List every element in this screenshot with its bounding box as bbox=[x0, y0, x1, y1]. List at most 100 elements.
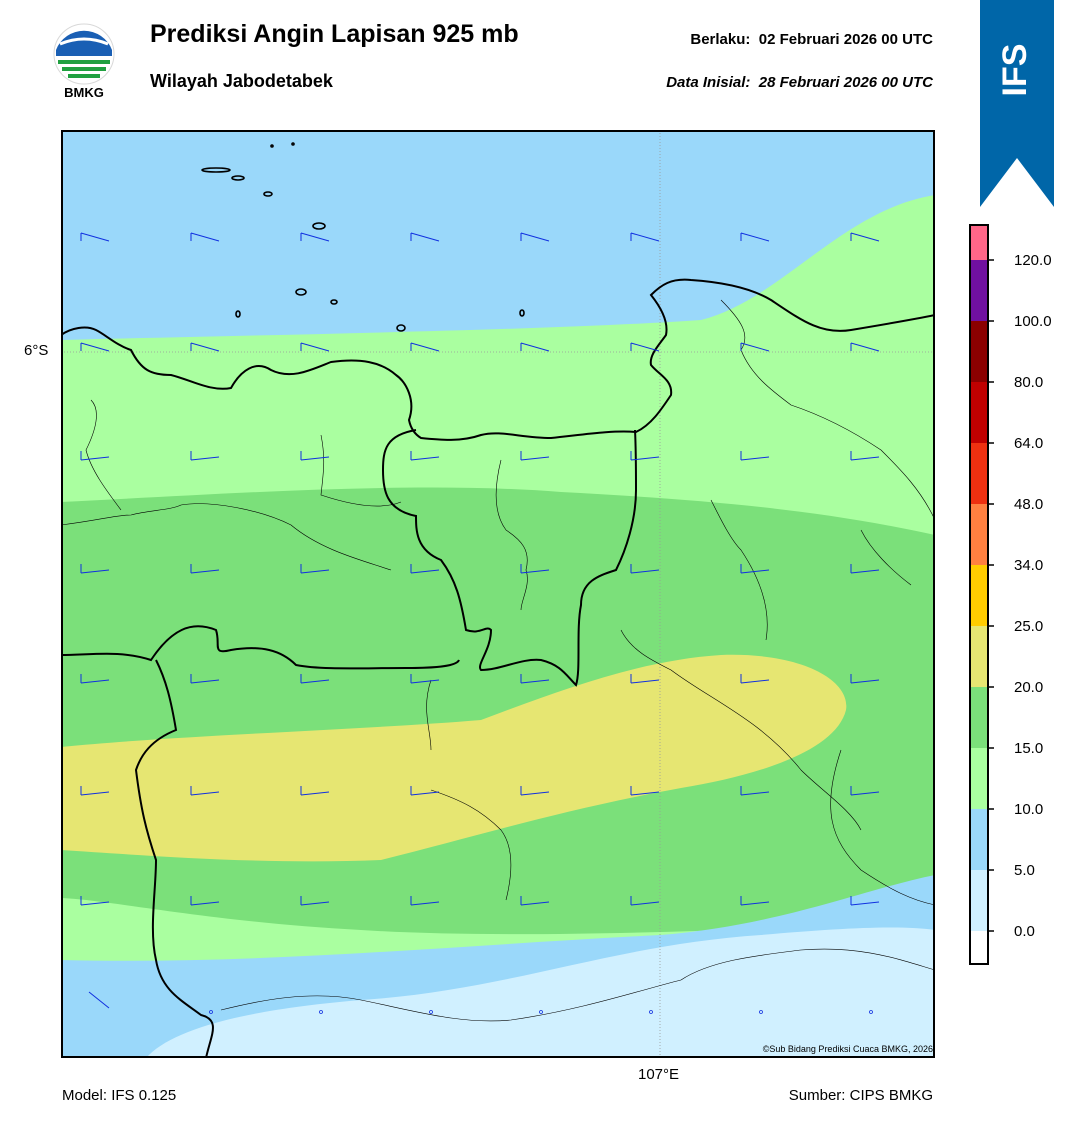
wind-barb bbox=[850, 451, 880, 461]
colorbar-tick-label: 15.0 bbox=[1014, 740, 1043, 757]
wind-barb bbox=[850, 342, 880, 352]
colorbar-tick-label: 5.0 bbox=[1014, 862, 1035, 879]
wind-barb bbox=[190, 451, 220, 461]
coastline bbox=[61, 278, 935, 441]
map-frame bbox=[61, 130, 935, 1058]
wind-barb bbox=[410, 451, 440, 461]
wind-barb bbox=[850, 786, 880, 796]
wind-barb bbox=[520, 674, 550, 684]
colorbar-tick-label: 120.0 bbox=[1014, 252, 1052, 269]
calm-wind-marker bbox=[429, 1010, 433, 1014]
wind-barb bbox=[850, 896, 880, 906]
model-label: Model: IFS 0.125 bbox=[62, 1087, 177, 1104]
wind-barb bbox=[630, 786, 660, 796]
colorbar-segment bbox=[970, 687, 988, 748]
thousand-islands bbox=[201, 142, 525, 332]
wind-barb bbox=[630, 451, 660, 461]
colorbar-ticks: 0.0 5.0 10.0 15.0 20.0 25.0 34.0 48.0 64.0 80.0 10… bbox=[988, 252, 1052, 940]
wind-barb bbox=[630, 564, 660, 574]
wind-zone-20-25 bbox=[61, 654, 847, 862]
wind-barb bbox=[190, 564, 220, 574]
wind-barb bbox=[630, 896, 660, 906]
ifs-banner-text: IFS bbox=[996, 44, 1034, 97]
wind-barb bbox=[740, 232, 770, 242]
wind-barbs-layer bbox=[80, 232, 880, 1014]
wind-barb bbox=[300, 896, 330, 906]
wind-barb bbox=[300, 342, 330, 352]
wind-barb bbox=[520, 342, 550, 352]
bmkg-logo-text: BMKG bbox=[64, 85, 104, 100]
calm-wind-marker bbox=[539, 1010, 543, 1014]
province-boundary-west bbox=[61, 625, 460, 670]
valid-value: 02 Februari 2026 00 UTC bbox=[758, 31, 933, 48]
wind-zone-0-5 bbox=[146, 927, 935, 1058]
colorbar-segment bbox=[970, 443, 988, 504]
ifs-banner: IFS bbox=[980, 0, 1054, 207]
wind-barb bbox=[520, 451, 550, 461]
wind-barb bbox=[410, 674, 440, 684]
calm-wind-marker bbox=[209, 1010, 213, 1014]
wind-barb bbox=[410, 564, 440, 574]
copyright-text: ©Sub Bidang Prediksi Cuaca BMKG, 2026 bbox=[763, 1044, 933, 1054]
calm-wind-marker bbox=[759, 1010, 763, 1014]
wind-barb bbox=[80, 564, 110, 574]
longitude-label: 107°E bbox=[638, 1066, 680, 1083]
valid-label: Berlaku: bbox=[690, 31, 751, 48]
wind-barb bbox=[740, 674, 770, 684]
valid-time: Berlaku: 02 Februari 2026 00 UTC bbox=[690, 31, 933, 48]
wind-barb bbox=[80, 451, 110, 461]
bmkg-logo bbox=[53, 23, 115, 85]
wind-barb bbox=[190, 786, 220, 796]
colorbar-frame bbox=[969, 224, 989, 965]
province-boundary bbox=[381, 429, 638, 687]
wind-barb bbox=[190, 342, 220, 352]
wind-barb bbox=[190, 896, 220, 906]
colorbar-segment bbox=[970, 565, 988, 626]
latitude-label: 6°S bbox=[24, 342, 49, 359]
wind-barb bbox=[190, 674, 220, 684]
wind-barb bbox=[80, 896, 110, 906]
wind-barb bbox=[850, 564, 880, 574]
colorbar-segment bbox=[970, 382, 988, 443]
wind-barb bbox=[740, 896, 770, 906]
wind-barb bbox=[740, 451, 770, 461]
colorbar-tick-label: 80.0 bbox=[1014, 374, 1043, 391]
wind-barb bbox=[300, 232, 330, 242]
wind-barb bbox=[410, 342, 440, 352]
colorbar-segment bbox=[970, 809, 988, 870]
calm-wind-marker bbox=[869, 1010, 873, 1014]
colorbar-segment bbox=[970, 260, 988, 321]
colorbar-segment bbox=[970, 321, 988, 382]
initial-label: Data Inisial: bbox=[666, 74, 751, 91]
calm-wind-marker bbox=[649, 1010, 653, 1014]
colorbar-tick-label: 34.0 bbox=[1014, 557, 1043, 574]
calm-wind-marker bbox=[319, 1010, 323, 1014]
wind-barb bbox=[520, 564, 550, 574]
wind-barb bbox=[410, 786, 440, 796]
colorbar-segment bbox=[970, 225, 988, 260]
province-boundary-banten bbox=[134, 659, 214, 1058]
colorbar-segment bbox=[970, 931, 988, 964]
colorbar-segment bbox=[970, 626, 988, 687]
wind-barb bbox=[520, 896, 550, 906]
wind-speed-colorbar: 0.0 5.0 10.0 15.0 20.0 25.0 34.0 48.0 64.0 80.0 10… bbox=[969, 224, 1052, 965]
colorbar-tick-label: 64.0 bbox=[1014, 435, 1043, 452]
colorbar-tick-label: 10.0 bbox=[1014, 801, 1043, 818]
wind-barb bbox=[80, 232, 110, 242]
wind-barb bbox=[740, 342, 770, 352]
colorbar-segments bbox=[970, 225, 988, 964]
initial-time: Data Inisial: 28 Februari 2026 00 UTC bbox=[666, 74, 933, 91]
wind-barb bbox=[850, 674, 880, 684]
wind-barb bbox=[740, 786, 770, 796]
map-title: Prediksi Angin Lapisan 925 mb bbox=[150, 20, 519, 48]
wind-barb bbox=[740, 564, 770, 574]
wind-barb bbox=[300, 451, 330, 461]
wind-barb bbox=[630, 342, 660, 352]
wind-barb bbox=[630, 232, 660, 242]
colorbar-tick-label: 100.0 bbox=[1014, 313, 1052, 330]
wind-barb bbox=[80, 674, 110, 684]
wind-barb bbox=[850, 232, 880, 242]
colorbar-tick-label: 20.0 bbox=[1014, 679, 1043, 696]
colorbar-tick-label: 48.0 bbox=[1014, 496, 1043, 513]
initial-value: 28 Februari 2026 00 UTC bbox=[758, 74, 933, 91]
